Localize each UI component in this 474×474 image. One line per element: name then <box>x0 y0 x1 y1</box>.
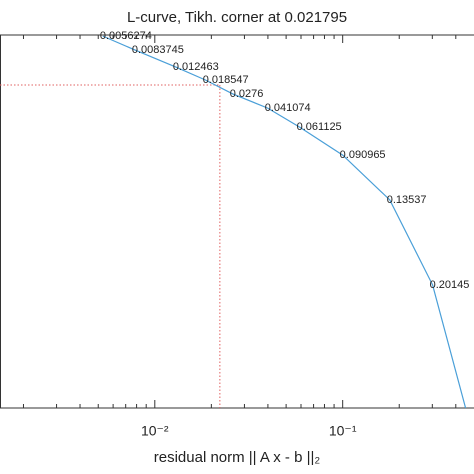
chart-title: L-curve, Tikh. corner at 0.021795 <box>127 9 347 26</box>
curve <box>102 35 467 409</box>
point-label: 0.0056274 <box>100 30 152 42</box>
point-label: 0.0083745 <box>132 44 184 56</box>
point-label: 0.0276 <box>230 88 264 100</box>
point-label: 0.041074 <box>265 102 311 114</box>
x-tick-label: 10⁻² <box>141 423 169 439</box>
x-axis-label: residual norm || A x - b ||₂ <box>154 449 321 466</box>
point-label: 0.061125 <box>297 121 342 133</box>
x-tick-label: 10⁻¹ <box>329 423 357 439</box>
point-label: 0.20145 <box>430 279 470 291</box>
point-label: 0.012463 <box>173 61 219 73</box>
point-label: 0.13537 <box>387 194 427 206</box>
point-label: 0.018547 <box>203 74 249 86</box>
point-label: 0.090965 <box>340 149 386 161</box>
